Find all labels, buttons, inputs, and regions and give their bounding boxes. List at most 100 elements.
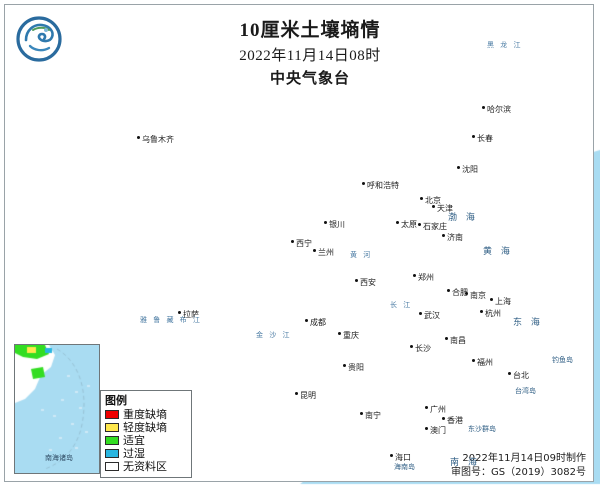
- city-label: 沈阳: [462, 165, 478, 174]
- city-label: 郑州: [418, 273, 434, 282]
- inset-canvas: [15, 345, 99, 473]
- city-marker: [313, 249, 316, 252]
- legend-items: 重度缺墒 轻度缺墒 适宜 过湿 无资料区: [105, 408, 187, 473]
- city-marker: [508, 372, 511, 375]
- inset-label: 南海诸岛: [45, 454, 73, 462]
- city-marker: [137, 136, 140, 139]
- city-marker: [418, 223, 421, 226]
- city-label: 广州: [430, 405, 446, 414]
- legend-swatch: [105, 436, 119, 445]
- sea-label: 黄 海: [483, 247, 513, 257]
- city-label: 长春: [477, 134, 493, 143]
- city-label: 拉萨: [183, 310, 199, 319]
- legend-swatch: [105, 410, 119, 419]
- city-marker: [472, 135, 475, 138]
- cma-logo-icon: [16, 16, 62, 62]
- city-marker: [442, 417, 445, 420]
- city-label: 西安: [360, 278, 376, 287]
- city-marker: [419, 312, 422, 315]
- city-marker: [295, 392, 298, 395]
- city-marker: [425, 427, 428, 430]
- city-label: 香港: [447, 416, 463, 425]
- city-label: 南昌: [450, 336, 466, 345]
- legend-swatch: [105, 423, 119, 432]
- legend-row: 无资料区: [105, 460, 187, 473]
- sea-label: 东 海: [513, 318, 543, 328]
- legend-label: 无资料区: [123, 459, 167, 473]
- city-label: 天津: [437, 204, 453, 213]
- city-label: 澳门: [430, 426, 446, 435]
- river-label: 金 沙 江: [256, 331, 292, 339]
- footer-credits: 2022年11月14日09时制作 审图号：GS（2019）3082号: [451, 452, 586, 480]
- river-label: 黑 龙 江: [487, 41, 523, 49]
- city-marker: [178, 311, 181, 314]
- city-label: 贵阳: [348, 363, 364, 372]
- island-label: 钓鱼岛: [552, 356, 573, 364]
- city-label: 兰州: [318, 248, 334, 257]
- city-marker: [362, 182, 365, 185]
- title-date: 2022年11月14日08时: [239, 48, 381, 64]
- city-marker: [432, 205, 435, 208]
- city-marker: [390, 454, 393, 457]
- city-marker: [442, 234, 445, 237]
- city-label: 长沙: [415, 344, 431, 353]
- city-marker: [465, 292, 468, 295]
- city-label: 南宁: [365, 411, 381, 420]
- legend-row: 重度缺墒: [105, 408, 187, 421]
- city-label: 成都: [310, 318, 326, 327]
- city-label: 石家庄: [423, 222, 447, 231]
- island-label: 东沙群岛: [468, 425, 496, 433]
- river-label: 长 江: [390, 301, 413, 309]
- city-marker: [343, 364, 346, 367]
- south-china-sea-inset: 南海诸岛: [14, 344, 100, 474]
- city-marker: [482, 106, 485, 109]
- city-label: 武汉: [424, 311, 440, 320]
- city-label: 台北: [513, 371, 529, 380]
- legend-label: 重度缺墒: [123, 407, 167, 421]
- city-marker: [480, 310, 483, 313]
- river-label: 雅 鲁 藏 布 江: [140, 316, 202, 324]
- city-marker: [291, 240, 294, 243]
- city-label: 福州: [477, 358, 493, 367]
- city-label: 重庆: [343, 331, 359, 340]
- city-label: 昆明: [300, 391, 316, 400]
- city-marker: [413, 274, 416, 277]
- title-organization: 中央气象台: [269, 71, 350, 87]
- city-label: 南京: [470, 291, 486, 300]
- city-marker: [420, 197, 423, 200]
- city-marker: [355, 279, 358, 282]
- city-marker: [472, 359, 475, 362]
- city-marker: [490, 298, 493, 301]
- page-title: 10厘米土壤墒情: [239, 20, 381, 41]
- city-marker: [305, 319, 308, 322]
- legend-swatch: [105, 449, 119, 458]
- island-label: 台湾岛: [515, 387, 536, 395]
- legend-swatch: [105, 462, 119, 471]
- city-label: 西宁: [296, 239, 312, 248]
- legend-label: 轻度缺墒: [123, 420, 167, 434]
- sea-label: 渤 海: [448, 213, 478, 223]
- city-label: 合肥: [452, 288, 468, 297]
- city-label: 呼和浩特: [367, 181, 399, 190]
- legend-label: 过湿: [123, 446, 145, 460]
- chart-number: 审图号：GS（2019）3082号: [451, 467, 586, 478]
- city-marker: [396, 221, 399, 224]
- city-marker: [338, 332, 341, 335]
- city-marker: [360, 412, 363, 415]
- city-label: 上海: [495, 297, 511, 306]
- legend-row: 适宜: [105, 434, 187, 447]
- title-block: 10厘米土壤墒情 2022年11月14日08时 中央气象台: [150, 18, 470, 91]
- city-marker: [457, 166, 460, 169]
- city-marker: [425, 406, 428, 409]
- produced-time: 2022年11月14日09时制作: [462, 453, 586, 464]
- city-marker: [445, 337, 448, 340]
- city-label: 乌鲁木齐: [142, 135, 174, 144]
- river-label: 黄 河: [350, 251, 373, 259]
- city-label: 北京: [425, 196, 441, 205]
- legend-box: 图例 重度缺墒 轻度缺墒 适宜 过湿 无资料区: [100, 390, 192, 478]
- city-label: 哈尔滨: [487, 105, 511, 114]
- city-marker: [324, 221, 327, 224]
- city-label: 海口: [395, 453, 411, 462]
- city-marker: [447, 289, 450, 292]
